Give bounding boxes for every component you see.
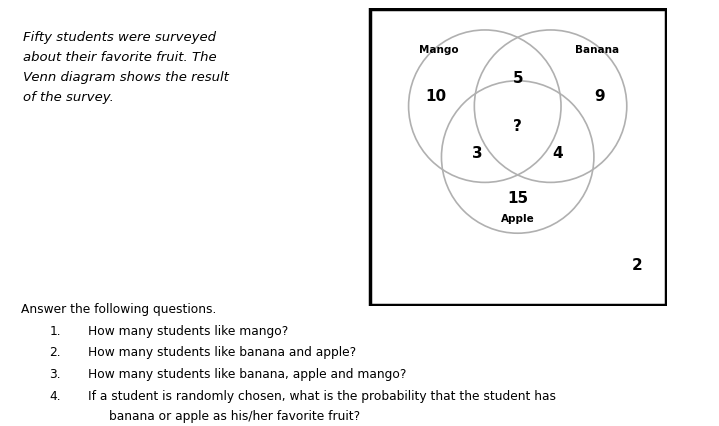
Text: Banana: Banana (574, 45, 619, 55)
Text: 4: 4 (553, 146, 564, 161)
Text: 3.: 3. (50, 367, 61, 380)
Text: 5: 5 (513, 71, 523, 86)
Text: 1.: 1. (50, 324, 61, 337)
Text: Fifty students were surveyed
about their favorite fruit. The
Venn diagram shows : Fifty students were surveyed about their… (23, 31, 229, 104)
Text: 3: 3 (472, 146, 482, 161)
Text: Apple: Apple (501, 214, 534, 224)
Text: If a student is randomly chosen, what is the probability that the student has: If a student is randomly chosen, what is… (88, 389, 557, 402)
Text: Answer the following questions.: Answer the following questions. (22, 302, 216, 315)
Text: How many students like banana, apple and mango?: How many students like banana, apple and… (88, 367, 407, 380)
Text: How many students like banana and apple?: How many students like banana and apple? (88, 345, 357, 358)
Text: How many students like mango?: How many students like mango? (88, 324, 288, 337)
Text: 2: 2 (632, 257, 643, 273)
Text: 9: 9 (595, 89, 605, 104)
Text: 15: 15 (507, 190, 528, 205)
Text: 10: 10 (425, 89, 446, 104)
Text: 2.: 2. (50, 345, 61, 358)
Text: banana or apple as his/her favorite fruit?: banana or apple as his/her favorite frui… (109, 409, 360, 422)
Text: 4.: 4. (50, 389, 61, 402)
Text: ?: ? (513, 119, 522, 134)
Text: Mango: Mango (418, 45, 458, 55)
